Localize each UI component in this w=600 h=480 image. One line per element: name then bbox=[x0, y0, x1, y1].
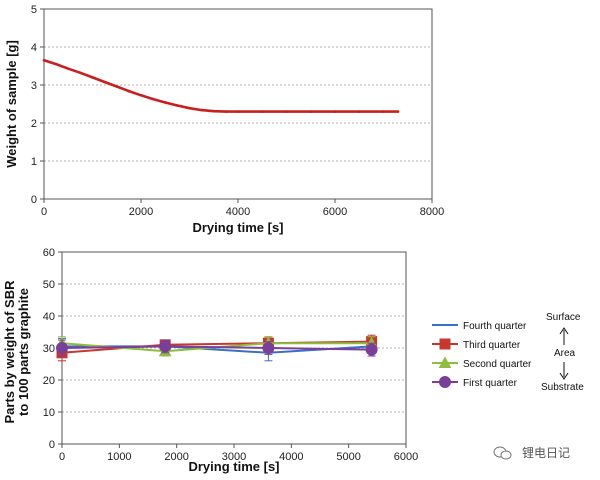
weight-chart-y-label: Weight of sample [g] bbox=[4, 40, 19, 168]
sbr-chart-x-tick-label: 4000 bbox=[279, 451, 303, 463]
weight-data-point bbox=[115, 85, 119, 88]
sbr-chart-x-ticks: 0 1000 2000 3000 4000 5000 6000 bbox=[59, 444, 418, 463]
weight-chart-x-label: Drying time [s] bbox=[192, 220, 283, 235]
sbr-chart-series bbox=[55, 334, 378, 362]
weight-chart-y-tick-label: 0 bbox=[31, 194, 37, 206]
watermark-text: 锂电日记 bbox=[522, 445, 570, 460]
weight-data-point bbox=[66, 67, 70, 70]
surface-label: Surface bbox=[546, 312, 581, 323]
weight-chart-gridlines bbox=[44, 46, 432, 162]
down-arrow-icon bbox=[559, 372, 569, 380]
sbr-chart-y-tick-label: 30 bbox=[43, 343, 55, 355]
weight-data-point bbox=[260, 110, 264, 113]
up-arrow-icon bbox=[559, 327, 569, 335]
sbr-chart-y-label-line1: Parts by weight of SBR bbox=[2, 280, 17, 424]
weight-chart-series bbox=[42, 59, 400, 113]
weight-data-point bbox=[224, 110, 228, 113]
weight-chart-plot-frame bbox=[43, 8, 433, 200]
sbr-chart-y-tick-label: 20 bbox=[43, 375, 55, 387]
weight-series-line bbox=[43, 59, 399, 113]
sbr-chart-legend: Fourth quarter Third quarter Second quarte… bbox=[432, 321, 532, 389]
weight-chart-x-ticks: 0 2000 4000 6000 8000 bbox=[41, 199, 444, 218]
weight-chart-y-tick-label: 3 bbox=[31, 80, 37, 92]
weight-data-point bbox=[54, 62, 58, 66]
weight-chart-y-ticks: 0 1 2 3 4 5 bbox=[31, 4, 44, 206]
substrate-label: Substrate bbox=[541, 382, 584, 393]
sbr-chart-x-tick-label: 5000 bbox=[336, 451, 360, 463]
sbr-chart-y-tick-label: 50 bbox=[43, 279, 55, 291]
weight-data-point bbox=[127, 89, 131, 93]
weight-data-point bbox=[42, 59, 46, 62]
weight-data-point bbox=[151, 97, 155, 101]
weight-chart-x-tick-label: 8000 bbox=[420, 206, 444, 218]
area-label: Area bbox=[554, 348, 576, 359]
weight-data-point bbox=[79, 71, 82, 75]
sbr-chart-x-tick-label: 6000 bbox=[394, 451, 418, 463]
legend-first-quarter-label: First quarter bbox=[463, 378, 518, 389]
legend-third-quarter-marker bbox=[439, 338, 451, 350]
first-quarter-marker bbox=[365, 343, 378, 356]
weight-chart-x-tick-label: 2000 bbox=[129, 206, 153, 218]
weight-data-point bbox=[163, 101, 167, 104]
weight-chart-y-tick-label: 4 bbox=[31, 42, 37, 54]
weight-chart-y-tick-label: 1 bbox=[31, 156, 37, 168]
sbr-chart-x-label: Drying time [s] bbox=[188, 459, 279, 474]
weight-data-point bbox=[236, 110, 240, 113]
area-annotation: Surface Area Substrate bbox=[541, 312, 584, 393]
weight-data-point bbox=[396, 110, 400, 113]
weight-chart-x-tick-label: 6000 bbox=[323, 206, 347, 218]
first-quarter-line bbox=[61, 345, 372, 351]
legend-fourth-quarter-label: Fourth quarter bbox=[463, 321, 527, 332]
weight-data-point bbox=[188, 106, 191, 110]
weight-data-point bbox=[212, 109, 216, 113]
weight-chart-x-tick-label: 0 bbox=[41, 206, 47, 218]
sbr-chart-y-label-line2: to 100 parts graphite bbox=[16, 288, 31, 416]
sbr-chart-y-tick-label: 40 bbox=[43, 311, 55, 323]
sbr-chart-y-tick-label: 0 bbox=[49, 439, 55, 451]
weight-chart: 0 1 2 3 4 5 0 2000 4000 6000 8000 Drying time [s]… bbox=[4, 4, 444, 235]
first-quarter-marker bbox=[56, 342, 68, 354]
weight-data-point bbox=[91, 76, 94, 79]
weight-data-point bbox=[285, 110, 288, 113]
first-quarter-marker bbox=[262, 342, 275, 354]
first-quarter-marker bbox=[159, 340, 172, 353]
legend-first-quarter-marker bbox=[439, 376, 451, 388]
sbr-chart-y-ticks: 0 10 20 30 40 50 60 bbox=[43, 247, 62, 451]
watermark: 锂电日记 bbox=[493, 445, 570, 460]
weight-chart-x-tick-label: 4000 bbox=[226, 206, 250, 218]
weight-data-point bbox=[200, 108, 203, 112]
legend-second-quarter-marker bbox=[438, 356, 452, 368]
weight-data-point bbox=[176, 104, 179, 107]
weight-data-point bbox=[382, 110, 385, 113]
sbr-chart-y-tick-label: 10 bbox=[43, 407, 55, 419]
weight-chart-y-tick-label: 2 bbox=[31, 118, 37, 130]
sbr-chart-x-tick-label: 3000 bbox=[222, 451, 246, 463]
sbr-chart-x-tick-label: 1000 bbox=[107, 451, 131, 463]
weight-data-point bbox=[309, 110, 313, 113]
legend-third-quarter-label: Third quarter bbox=[463, 340, 521, 351]
weight-data-point bbox=[333, 110, 337, 113]
legend-second-quarter-label: Second quarter bbox=[463, 359, 532, 370]
sbr-chart-x-tick-label: 2000 bbox=[164, 451, 188, 463]
sbr-chart-y-tick-label: 60 bbox=[43, 247, 55, 259]
wechat-icon bbox=[493, 446, 512, 460]
weight-data-point bbox=[357, 110, 361, 113]
weight-data-point bbox=[139, 93, 143, 97]
sbr-chart-x-tick-label: 0 bbox=[59, 451, 65, 463]
weight-chart-y-tick-label: 5 bbox=[31, 4, 37, 16]
weight-data-point bbox=[103, 80, 106, 84]
